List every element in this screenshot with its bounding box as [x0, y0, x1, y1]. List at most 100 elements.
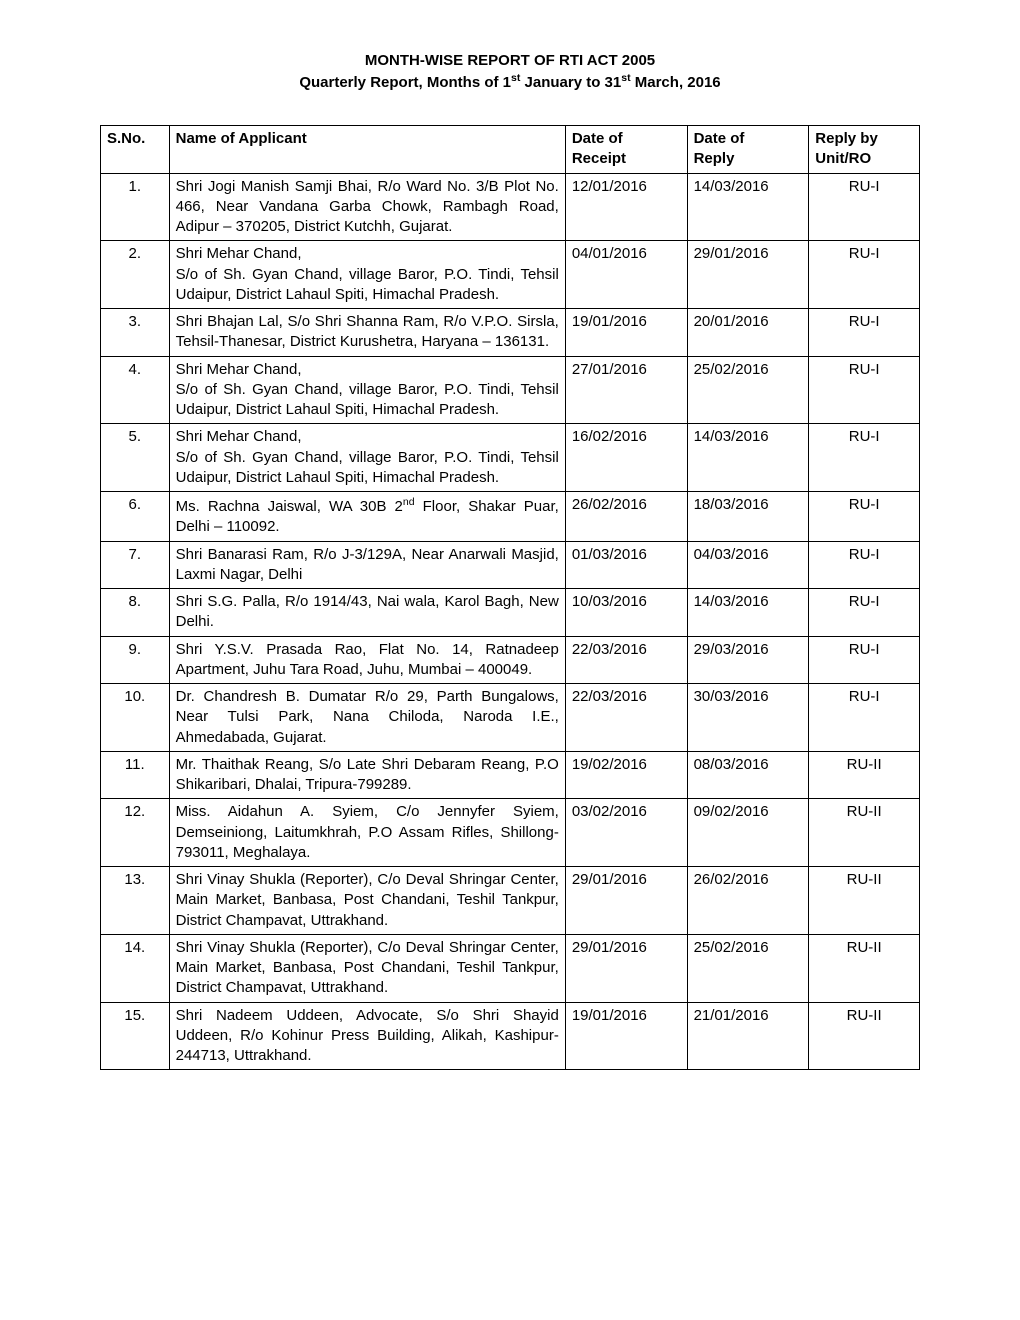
cell-date-reply: 14/03/2016 — [687, 424, 809, 492]
cell-applicant-name: Shri Vinay Shukla (Reporter), C/o Deval … — [169, 934, 565, 1002]
cell-applicant-name: Shri Banarasi Ram, R/o J-3/129A, Near An… — [169, 541, 565, 589]
cell-date-reply: 25/02/2016 — [687, 934, 809, 1002]
cell-date-reply: 08/03/2016 — [687, 751, 809, 799]
cell-applicant-name: Shri Jogi Manish Samji Bhai, R/o Ward No… — [169, 173, 565, 241]
cell-date-receipt: 16/02/2016 — [565, 424, 687, 492]
cell-sno: 15. — [101, 1002, 170, 1070]
cell-applicant-name: Dr. Chandresh B. Dumatar R/o 29, Parth B… — [169, 684, 565, 752]
cell-sno: 1. — [101, 173, 170, 241]
cell-applicant-name: Shri S.G. Palla, R/o 1914/43, Nai wala, … — [169, 589, 565, 637]
cell-applicant-name: Shri Y.S.V. Prasada Rao, Flat No. 14, Ra… — [169, 636, 565, 684]
table-row: 3.Shri Bhajan Lal, S/o Shri Shanna Ram, … — [101, 309, 920, 357]
cell-sno: 4. — [101, 356, 170, 424]
cell-date-reply: 29/01/2016 — [687, 241, 809, 309]
table-row: 11.Mr. Thaithak Reang, S/o Late Shri Deb… — [101, 751, 920, 799]
cell-reply-unit: RU-I — [809, 636, 920, 684]
cell-date-reply: 04/03/2016 — [687, 541, 809, 589]
cell-date-receipt: 29/01/2016 — [565, 934, 687, 1002]
cell-date-receipt: 22/03/2016 — [565, 636, 687, 684]
cell-date-receipt: 03/02/2016 — [565, 799, 687, 867]
cell-date-receipt: 26/02/2016 — [565, 492, 687, 542]
cell-applicant-name: Shri Mehar Chand,S/o of Sh. Gyan Chand, … — [169, 241, 565, 309]
cell-sno: 3. — [101, 309, 170, 357]
cell-sno: 2. — [101, 241, 170, 309]
col-name: Name of Applicant — [169, 126, 565, 174]
cell-date-reply: 20/01/2016 — [687, 309, 809, 357]
cell-date-receipt: 01/03/2016 — [565, 541, 687, 589]
cell-applicant-name: Ms. Rachna Jaiswal, WA 30B 2nd Floor, Sh… — [169, 492, 565, 542]
report-title: MONTH-WISE REPORT OF RTI ACT 2005 Quarte… — [100, 50, 920, 93]
cell-date-reply: 25/02/2016 — [687, 356, 809, 424]
cell-sno: 9. — [101, 636, 170, 684]
cell-date-reply: 09/02/2016 — [687, 799, 809, 867]
cell-sno: 11. — [101, 751, 170, 799]
cell-applicant-name: Shri Mehar Chand,S/o of Sh. Gyan Chand, … — [169, 424, 565, 492]
table-header-row: S.No. Name of Applicant Date of Receipt … — [101, 126, 920, 174]
cell-reply-unit: RU-I — [809, 241, 920, 309]
cell-applicant-name: Shri Vinay Shukla (Reporter), C/o Deval … — [169, 867, 565, 935]
cell-date-receipt: 27/01/2016 — [565, 356, 687, 424]
cell-date-receipt: 22/03/2016 — [565, 684, 687, 752]
cell-applicant-name: Miss. Aidahun A. Syiem, C/o Jennyfer Syi… — [169, 799, 565, 867]
cell-reply-unit: RU-I — [809, 541, 920, 589]
cell-date-reply: 21/01/2016 — [687, 1002, 809, 1070]
table-row: 9.Shri Y.S.V. Prasada Rao, Flat No. 14, … — [101, 636, 920, 684]
cell-date-reply: 30/03/2016 — [687, 684, 809, 752]
cell-reply-unit: RU-I — [809, 309, 920, 357]
cell-date-reply: 14/03/2016 — [687, 173, 809, 241]
cell-date-receipt: 04/01/2016 — [565, 241, 687, 309]
table-row: 10.Dr. Chandresh B. Dumatar R/o 29, Part… — [101, 684, 920, 752]
cell-date-receipt: 12/01/2016 — [565, 173, 687, 241]
table-row: 2.Shri Mehar Chand,S/o of Sh. Gyan Chand… — [101, 241, 920, 309]
cell-reply-unit: RU-I — [809, 356, 920, 424]
title-line-1: MONTH-WISE REPORT OF RTI ACT 2005 — [100, 50, 920, 71]
col-receipt: Date of Receipt — [565, 126, 687, 174]
cell-reply-unit: RU-II — [809, 1002, 920, 1070]
table-row: 7.Shri Banarasi Ram, R/o J-3/129A, Near … — [101, 541, 920, 589]
table-body: 1.Shri Jogi Manish Samji Bhai, R/o Ward … — [101, 173, 920, 1070]
table-row: 1.Shri Jogi Manish Samji Bhai, R/o Ward … — [101, 173, 920, 241]
cell-date-reply: 29/03/2016 — [687, 636, 809, 684]
cell-reply-unit: RU-II — [809, 867, 920, 935]
cell-sno: 14. — [101, 934, 170, 1002]
cell-date-reply: 18/03/2016 — [687, 492, 809, 542]
col-sno: S.No. — [101, 126, 170, 174]
cell-date-reply: 26/02/2016 — [687, 867, 809, 935]
table-row: 5.Shri Mehar Chand,S/o of Sh. Gyan Chand… — [101, 424, 920, 492]
cell-sno: 10. — [101, 684, 170, 752]
table-row: 14.Shri Vinay Shukla (Reporter), C/o Dev… — [101, 934, 920, 1002]
table-row: 6.Ms. Rachna Jaiswal, WA 30B 2nd Floor, … — [101, 492, 920, 542]
cell-date-receipt: 29/01/2016 — [565, 867, 687, 935]
cell-reply-unit: RU-II — [809, 799, 920, 867]
cell-reply-unit: RU-I — [809, 424, 920, 492]
col-reply: Date of Reply — [687, 126, 809, 174]
cell-reply-unit: RU-II — [809, 934, 920, 1002]
cell-sno: 6. — [101, 492, 170, 542]
cell-applicant-name: Mr. Thaithak Reang, S/o Late Shri Debara… — [169, 751, 565, 799]
cell-sno: 12. — [101, 799, 170, 867]
cell-applicant-name: Shri Mehar Chand,S/o of Sh. Gyan Chand, … — [169, 356, 565, 424]
cell-date-receipt: 10/03/2016 — [565, 589, 687, 637]
cell-date-receipt: 19/01/2016 — [565, 309, 687, 357]
table-row: 4.Shri Mehar Chand,S/o of Sh. Gyan Chand… — [101, 356, 920, 424]
cell-reply-unit: RU-I — [809, 684, 920, 752]
rti-report-table: S.No. Name of Applicant Date of Receipt … — [100, 125, 920, 1070]
cell-sno: 7. — [101, 541, 170, 589]
cell-sno: 5. — [101, 424, 170, 492]
cell-reply-unit: RU-I — [809, 589, 920, 637]
cell-sno: 8. — [101, 589, 170, 637]
cell-applicant-name: Shri Nadeem Uddeen, Advocate, S/o Shri S… — [169, 1002, 565, 1070]
cell-date-receipt: 19/02/2016 — [565, 751, 687, 799]
cell-reply-unit: RU-I — [809, 173, 920, 241]
cell-sno: 13. — [101, 867, 170, 935]
cell-applicant-name: Shri Bhajan Lal, S/o Shri Shanna Ram, R/… — [169, 309, 565, 357]
cell-reply-unit: RU-I — [809, 492, 920, 542]
table-row: 13.Shri Vinay Shukla (Reporter), C/o Dev… — [101, 867, 920, 935]
cell-date-receipt: 19/01/2016 — [565, 1002, 687, 1070]
cell-date-reply: 14/03/2016 — [687, 589, 809, 637]
table-row: 15.Shri Nadeem Uddeen, Advocate, S/o Shr… — [101, 1002, 920, 1070]
table-row: 12.Miss. Aidahun A. Syiem, C/o Jennyfer … — [101, 799, 920, 867]
table-row: 8.Shri S.G. Palla, R/o 1914/43, Nai wala… — [101, 589, 920, 637]
cell-reply-unit: RU-II — [809, 751, 920, 799]
title-line-2: Quarterly Report, Months of 1st January … — [100, 71, 920, 93]
